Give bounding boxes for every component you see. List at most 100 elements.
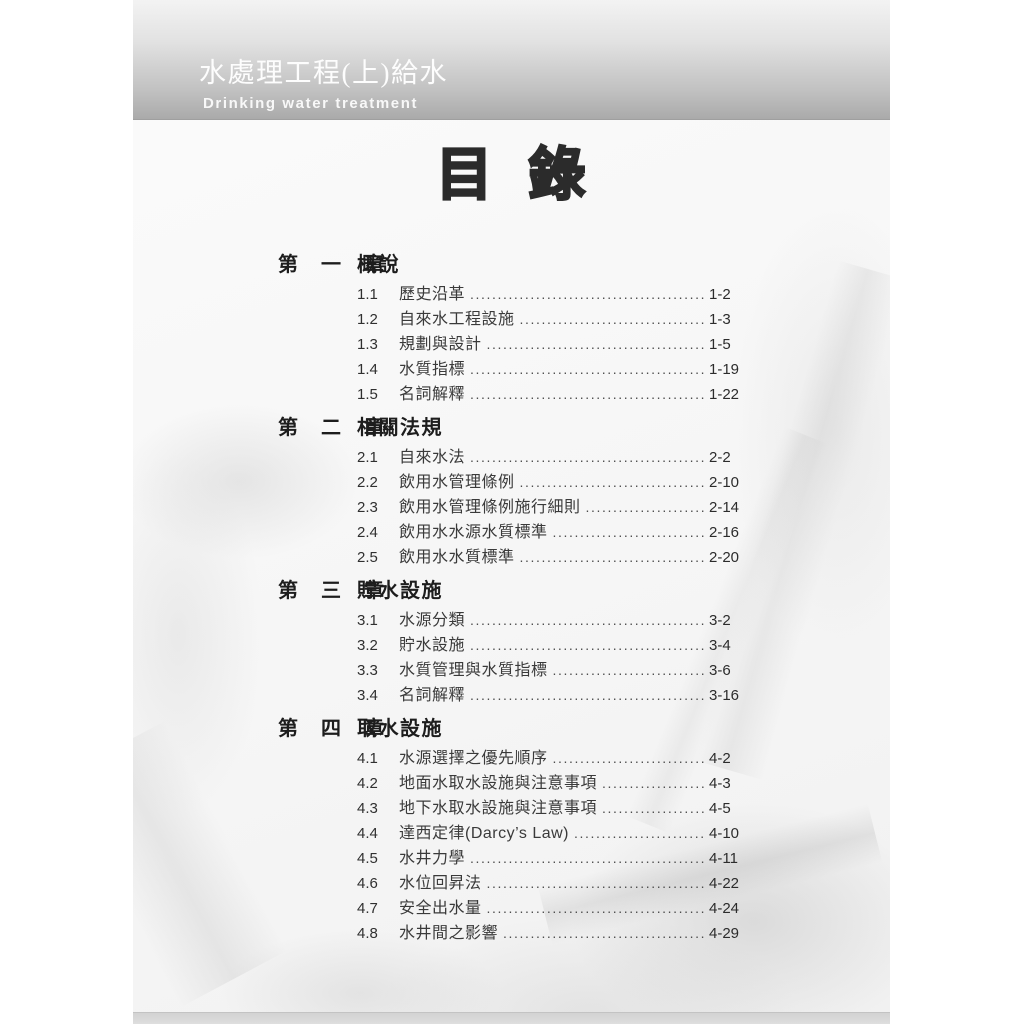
toc-chapter: 第 二 章 相關法規 2.1 自來水法 ....................… — [278, 415, 768, 570]
chapter-items: 3.1 水源分類 ...............................… — [278, 608, 768, 708]
toc-entry-page: 3-2 — [709, 612, 731, 629]
dot-leader: ........................................… — [470, 612, 705, 628]
toc-entry-title: 地下水取水設施與注意事項 — [399, 800, 598, 817]
toc-entry-number: 4.7 — [357, 900, 378, 917]
toc-entry-number: 4.6 — [357, 875, 378, 892]
toc-entry-title: 飲用水水源水質標準 — [399, 524, 548, 541]
toc-entry-number: 4.3 — [357, 800, 378, 817]
dot-leader: ........................................… — [552, 750, 705, 766]
toc-entry-number: 4.8 — [357, 925, 378, 942]
toc-entry: 2.1 自來水法 ...............................… — [357, 445, 753, 470]
page-header-banner: 水處理工程(上)給水 Drinking water treatment — [133, 0, 890, 120]
toc-entry-number: 4.1 — [357, 750, 378, 767]
toc-entry: 4.2 地面水取水設施與注意事項 .......................… — [357, 771, 753, 796]
dot-leader: ........................................… — [519, 311, 705, 327]
toc-entry-number: 4.2 — [357, 775, 378, 792]
toc-entry-page: 4-10 — [709, 825, 740, 842]
dot-leader: ........................................… — [470, 386, 705, 402]
toc-list: 第 一 章 概說 1.1 歷史沿革 ......................… — [278, 252, 768, 954]
dot-leader: ........................................… — [602, 800, 705, 816]
book-page: 水處理工程(上)給水 Drinking water treatment 目 錄 … — [133, 0, 890, 1024]
toc-entry: 4.6 水位回昇法 ..............................… — [357, 871, 753, 896]
toc-chapter: 第 一 章 概說 1.1 歷史沿革 ......................… — [278, 252, 768, 407]
chapter-items: 2.1 自來水法 ...............................… — [278, 445, 768, 570]
toc-entry-number: 1.2 — [357, 311, 378, 328]
chapter-title: 取水設施 — [357, 718, 443, 740]
toc-entry: 2.5 飲用水水質標準 ............................… — [357, 545, 753, 570]
dot-leader: ........................................… — [519, 474, 705, 490]
toc-entry-number: 3.4 — [357, 687, 378, 704]
dot-leader: ........................................… — [470, 850, 705, 866]
chapter-label: 第 一 章 — [278, 254, 393, 276]
dot-leader: ........................................… — [552, 662, 705, 678]
toc-entry: 4.4 達西定律(Darcy’s Law) ..................… — [357, 821, 753, 846]
toc-entry: 3.3 水質管理與水質指標 ..........................… — [357, 658, 753, 683]
toc-entry-number: 3.1 — [357, 612, 378, 629]
toc-entry-title: 飲用水水質標準 — [399, 549, 515, 566]
toc-entry-page: 1-2 — [709, 286, 731, 303]
toc-entry: 1.5 名詞解釋 ...............................… — [357, 382, 753, 407]
dot-leader: ........................................… — [519, 549, 705, 565]
toc-entry: 3.2 貯水設施 ...............................… — [357, 633, 753, 658]
dot-leader: ........................................… — [574, 825, 705, 841]
dot-leader: ........................................… — [486, 336, 705, 352]
chapter-label: 第 三 章 — [278, 580, 393, 602]
dot-leader: ........................................… — [585, 499, 705, 515]
toc-entry-page: 3-16 — [709, 687, 740, 704]
toc-entry-number: 2.3 — [357, 499, 378, 516]
toc-entry-page: 4-29 — [709, 925, 740, 942]
toc-entry-number: 2.1 — [357, 449, 378, 466]
toc-entry-number: 4.5 — [357, 850, 378, 867]
toc-title: 目 錄 — [434, 142, 588, 208]
toc-entry-title: 水質指標 — [399, 361, 466, 378]
toc-entry: 1.1 歷史沿革 ...............................… — [357, 282, 753, 307]
toc-entry-page: 4-3 — [709, 775, 731, 792]
toc-entry: 4.3 地下水取水設施與注意事項 .......................… — [357, 796, 753, 821]
dot-leader: ........................................… — [470, 286, 705, 302]
dot-leader: ........................................… — [470, 449, 705, 465]
toc-entry-page: 4-5 — [709, 800, 731, 817]
toc-entry-page: 4-2 — [709, 750, 731, 767]
dot-leader: ........................................… — [602, 775, 705, 791]
toc-entry: 4.1 水源選擇之優先順序 ..........................… — [357, 746, 753, 771]
toc-entry-title: 貯水設施 — [399, 637, 466, 654]
toc-entry: 1.3 規劃與設計 ..............................… — [357, 332, 753, 357]
water-texture-streak — [133, 721, 288, 1007]
toc-chapter: 第 三 章 貯水設施 3.1 水源分類 ....................… — [278, 578, 768, 708]
toc-entry-title: 自來水工程設施 — [399, 311, 515, 328]
chapter-label: 第 二 章 — [278, 417, 393, 439]
toc-entry-number: 2.4 — [357, 524, 378, 541]
toc-entry-page: 1-19 — [709, 361, 740, 378]
toc-entry-number: 1.5 — [357, 386, 378, 403]
chapter-items: 1.1 歷史沿革 ...............................… — [278, 282, 768, 407]
toc-entry-page: 4-24 — [709, 900, 740, 917]
toc-entry-number: 2.5 — [357, 549, 378, 566]
dot-leader: ........................................… — [470, 637, 705, 653]
toc-entry-page: 3-6 — [709, 662, 731, 679]
toc-chapter: 第 四 章 取水設施 4.1 水源選擇之優先順序 ...............… — [278, 716, 768, 946]
toc-entry-title: 飲用水管理條例施行細則 — [399, 499, 581, 516]
toc-entry-title: 地面水取水設施與注意事項 — [399, 775, 598, 792]
toc-entry-page: 2-14 — [709, 499, 740, 516]
toc-entry: 2.4 飲用水水源水質標準 ..........................… — [357, 520, 753, 545]
toc-entry-title: 水質管理與水質指標 — [399, 662, 548, 679]
toc-entry-title: 飲用水管理條例 — [399, 474, 515, 491]
toc-entry-number: 3.2 — [357, 637, 378, 654]
toc-entry-page: 1-5 — [709, 336, 731, 353]
toc-entry-number: 1.1 — [357, 286, 378, 303]
toc-entry-number: 3.3 — [357, 662, 378, 679]
toc-entry: 2.2 飲用水管理條例 ............................… — [357, 470, 753, 495]
toc-entry: 4.7 安全出水量 ..............................… — [357, 896, 753, 921]
toc-entry-page: 2-16 — [709, 524, 740, 541]
toc-entry: 2.3 飲用水管理條例施行細則 ........................… — [357, 495, 753, 520]
toc-entry-page: 1-3 — [709, 311, 731, 328]
dot-leader: ........................................… — [503, 925, 705, 941]
dot-leader: ........................................… — [486, 875, 705, 891]
toc-entry-number: 1.3 — [357, 336, 378, 353]
toc-entry-number: 2.2 — [357, 474, 378, 491]
chapter-items: 4.1 水源選擇之優先順序 ..........................… — [278, 746, 768, 946]
chapter-title: 相關法規 — [357, 417, 443, 439]
chapter-title: 概說 — [357, 254, 400, 276]
dot-leader: ........................................… — [486, 900, 705, 916]
